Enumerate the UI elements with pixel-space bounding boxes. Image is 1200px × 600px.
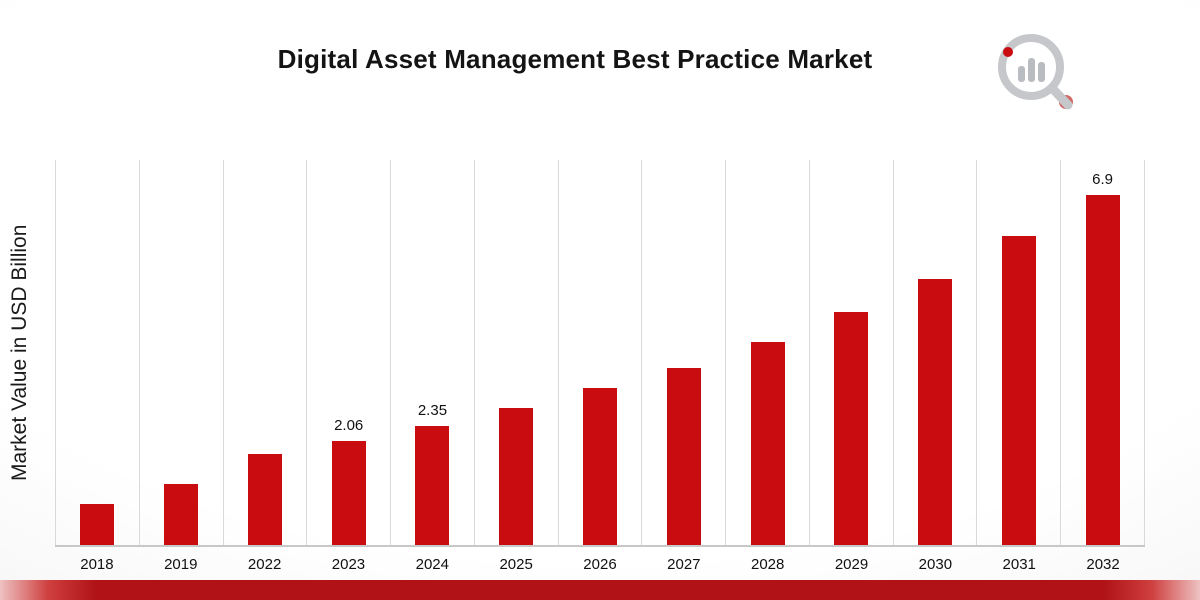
grid-column: [222, 160, 307, 545]
bar-chart-icon: [1018, 58, 1045, 82]
grid-column: [473, 160, 558, 545]
grid-column: [976, 160, 1060, 545]
x-tick-2028: 2028: [750, 556, 785, 573]
grid-column: [892, 160, 977, 545]
bar-2029: [834, 311, 869, 545]
bar-2032: [1085, 195, 1120, 545]
x-tick-2030: 2030: [918, 556, 953, 573]
bar-2028: [750, 342, 785, 545]
bar-value-label-2024: 2.35: [417, 401, 448, 419]
bar-2031: [1001, 236, 1036, 545]
bottom-ribbon: [0, 580, 1200, 600]
bar-2025: [499, 408, 534, 545]
x-tick-2026: 2026: [583, 556, 617, 573]
grid-column: [808, 160, 893, 545]
x-tick-2031: 2031: [1002, 556, 1036, 573]
grid-column: 6.9: [1060, 160, 1145, 545]
grid-column: 2.06: [306, 160, 390, 545]
magnifier-icon: [998, 34, 1073, 110]
grid-column: [557, 160, 642, 545]
brand-logo: [998, 34, 1073, 110]
bar-2019: [164, 484, 199, 545]
x-tick-2024: 2024: [415, 556, 449, 573]
x-tick-2027: 2027: [667, 556, 701, 573]
grid-column: 2.35: [390, 160, 474, 545]
x-axis: 2018 2019 2022 2023 2024 2025 2026 2027 2028 2029…: [55, 556, 1145, 573]
chart-region: 2.06 2.35 6.9 2018 2019 2022 2023 2024 2025 2026…: [55, 160, 1145, 573]
grid-column: [138, 160, 223, 545]
x-tick-2029: 2029: [834, 556, 869, 573]
bar-2026: [582, 387, 617, 545]
bar-value-label-2023: 2.06: [334, 416, 364, 434]
x-tick-2025: 2025: [499, 556, 533, 573]
bar-value-label-2032: 6.9: [1092, 171, 1113, 189]
grid-column: [55, 160, 139, 545]
x-tick-2019: 2019: [164, 556, 198, 573]
bar-2024: [415, 425, 450, 545]
x-tick-2022: 2022: [247, 556, 282, 573]
y-axis-label: Market Value in USD Billion: [8, 224, 31, 481]
chart-title: Digital Asset Management Best Practice M…: [277, 44, 873, 74]
bar-2027: [666, 367, 701, 545]
bar-2018: [80, 504, 115, 545]
bar-2022: [247, 453, 282, 545]
x-tick-2032: 2032: [1086, 556, 1120, 573]
bar-2030: [918, 279, 953, 545]
grid-column: [641, 160, 725, 545]
grid-column: [725, 160, 809, 545]
x-tick-2018: 2018: [80, 556, 114, 573]
x-tick-2023: 2023: [331, 556, 366, 573]
plot-area: 2.06 2.35 6.9: [55, 160, 1145, 547]
bar-2023: [331, 440, 366, 545]
